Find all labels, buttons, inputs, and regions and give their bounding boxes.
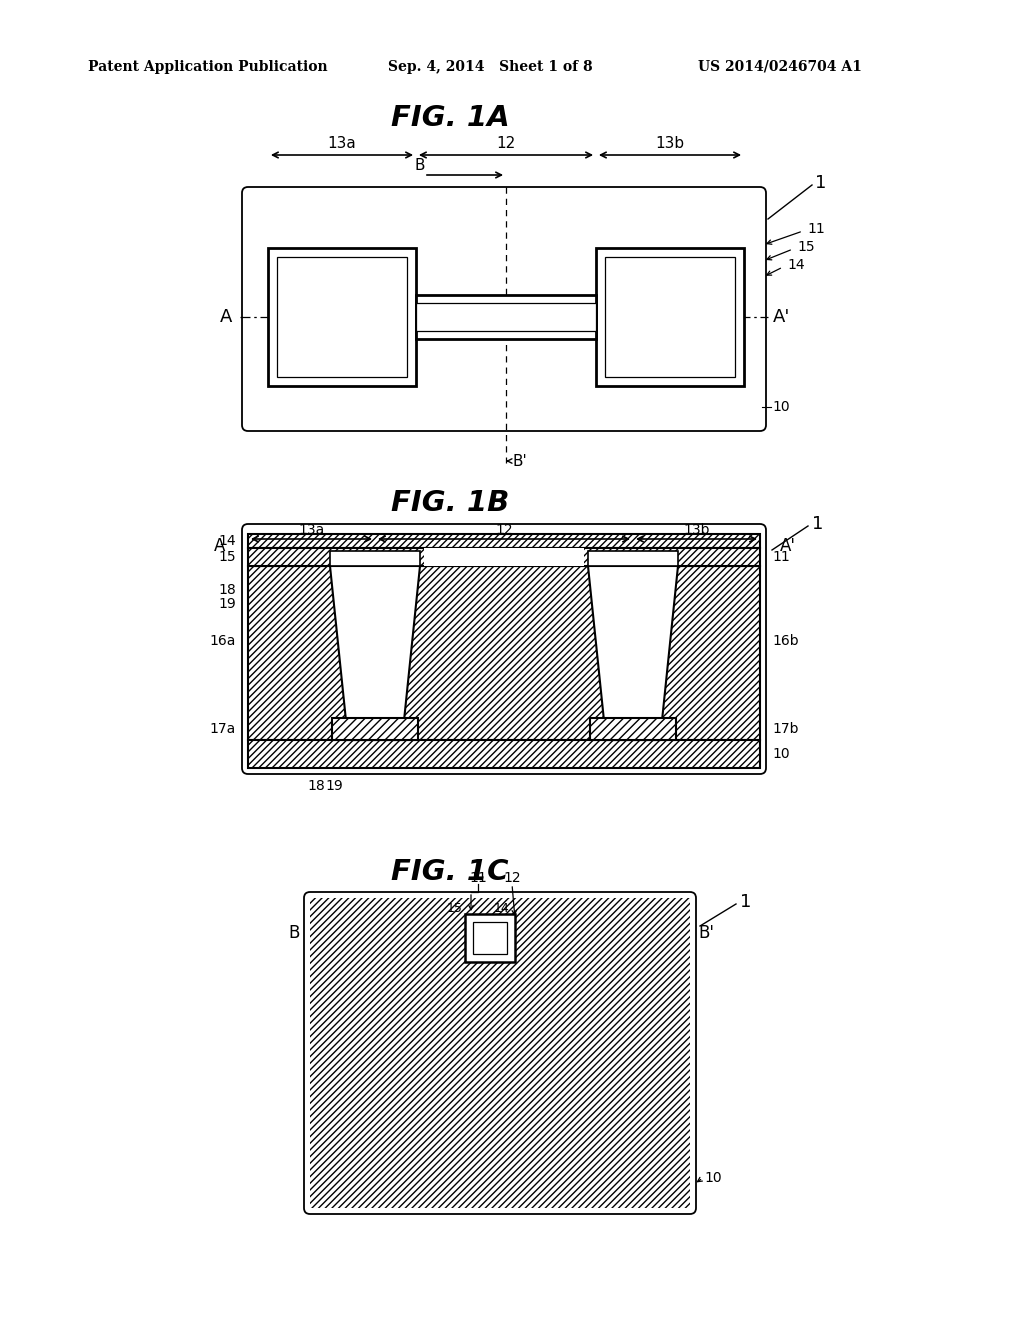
Text: Patent Application Publication: Patent Application Publication — [88, 59, 328, 74]
Text: B: B — [289, 924, 300, 942]
Bar — [248, 741, 760, 768]
Text: 10: 10 — [772, 400, 790, 414]
Text: 12: 12 — [503, 871, 521, 884]
Text: A: A — [220, 308, 232, 326]
Bar — [473, 921, 507, 954]
Text: 16a: 16a — [210, 634, 236, 648]
FancyBboxPatch shape — [242, 524, 766, 774]
Text: B': B' — [698, 924, 714, 942]
Text: 13b: 13b — [683, 523, 710, 537]
Text: 10: 10 — [705, 1171, 722, 1185]
Bar — [248, 566, 760, 741]
Text: 15: 15 — [218, 550, 236, 564]
Text: 11: 11 — [772, 550, 790, 564]
Text: 1: 1 — [740, 894, 752, 911]
Text: 14: 14 — [218, 535, 236, 548]
Text: Sep. 4, 2014   Sheet 1 of 8: Sep. 4, 2014 Sheet 1 of 8 — [388, 59, 593, 74]
Text: 16b: 16b — [772, 634, 799, 648]
Bar — [248, 566, 760, 741]
Bar — [332, 718, 418, 741]
Bar — [248, 548, 760, 566]
Text: 11: 11 — [469, 871, 486, 884]
Bar — [248, 535, 760, 548]
Text: 19: 19 — [218, 597, 236, 611]
Text: 11: 11 — [807, 222, 824, 236]
Bar — [590, 718, 676, 741]
Text: US 2014/0246704 A1: US 2014/0246704 A1 — [698, 59, 862, 74]
Bar — [465, 913, 515, 962]
Text: 10: 10 — [772, 747, 790, 762]
Text: B': B' — [512, 454, 526, 469]
Text: 15: 15 — [797, 240, 815, 253]
Text: A': A' — [773, 308, 791, 326]
Text: FIG. 1A: FIG. 1A — [391, 104, 509, 132]
FancyBboxPatch shape — [242, 187, 766, 432]
Bar — [248, 741, 760, 768]
Bar — [268, 248, 416, 385]
Text: A': A' — [780, 537, 796, 554]
Polygon shape — [330, 566, 420, 741]
Bar — [424, 548, 584, 566]
Text: 14: 14 — [787, 257, 805, 272]
Text: 18: 18 — [307, 779, 325, 793]
Text: 12: 12 — [497, 136, 516, 150]
Bar — [310, 898, 690, 1208]
Text: 17b: 17b — [772, 722, 799, 737]
Text: B: B — [415, 157, 425, 173]
Bar — [248, 535, 760, 548]
Text: 1: 1 — [812, 515, 823, 533]
Bar — [590, 718, 676, 741]
Bar — [588, 550, 678, 566]
Text: A: A — [214, 537, 225, 554]
Text: 13b: 13b — [655, 136, 685, 150]
Bar — [310, 898, 690, 1208]
Text: 14: 14 — [494, 902, 510, 915]
Text: 17a: 17a — [210, 722, 236, 737]
Text: FIG. 1B: FIG. 1B — [391, 488, 509, 517]
Bar — [424, 548, 584, 566]
Bar — [278, 257, 407, 378]
FancyBboxPatch shape — [304, 892, 696, 1214]
Bar — [248, 548, 760, 566]
Bar — [605, 257, 735, 378]
Bar — [332, 718, 418, 741]
Text: 18: 18 — [218, 583, 236, 597]
Text: 1: 1 — [815, 174, 826, 191]
Bar — [416, 294, 596, 339]
Bar — [330, 550, 420, 566]
Text: 12: 12 — [496, 523, 513, 537]
Text: 19: 19 — [326, 779, 343, 793]
Text: FIG. 1C: FIG. 1C — [391, 858, 509, 886]
Text: 13a: 13a — [328, 136, 356, 150]
Polygon shape — [588, 566, 678, 741]
Bar — [416, 304, 596, 331]
Bar — [596, 248, 744, 385]
Text: 13a: 13a — [298, 523, 325, 537]
Text: 15: 15 — [447, 902, 463, 915]
